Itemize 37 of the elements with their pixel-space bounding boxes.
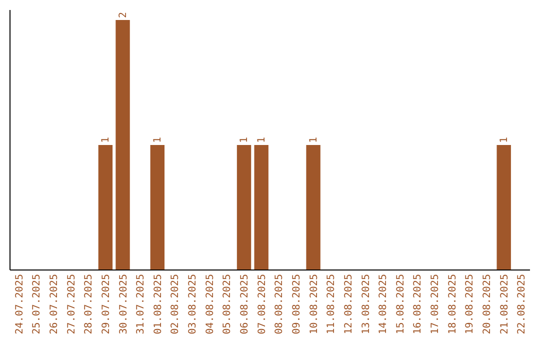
x-tick-label: 12.08.2025 (343, 274, 354, 334)
x-tick-label: 29.07.2025 (100, 274, 112, 334)
data-label: 1 (239, 136, 250, 143)
data-label: 2 (118, 12, 129, 18)
x-tick-label: 01.08.2025 (152, 274, 164, 334)
x-tick-label: 14.08.2025 (378, 274, 390, 334)
x-tick-label: 26.07.2025 (48, 274, 60, 334)
x-tick-label: 10.08.2025 (308, 274, 320, 334)
x-tick-label: 25.07.2025 (32, 274, 43, 334)
data-label: 1 (256, 136, 268, 143)
data-label: 1 (498, 136, 510, 143)
x-tick-label: 06.08.2025 (240, 274, 251, 334)
x-tick-label: 19.08.2025 (464, 274, 476, 334)
x-tick-label: 04.08.2025 (204, 274, 216, 334)
x-tick-label: 03.08.2025 (188, 274, 199, 334)
x-tick-label: 09.08.2025 (291, 274, 302, 334)
data-label: 1 (308, 136, 320, 143)
x-tick-label: 15.08.2025 (395, 274, 406, 334)
x-tick-label: 27.07.2025 (66, 274, 78, 334)
x-tick-label: 20.08.2025 (482, 274, 494, 334)
x-tick-label: 30.07.2025 (118, 274, 130, 334)
x-tick-label: 31.07.2025 (136, 274, 147, 334)
x-tick-label: 02.08.2025 (170, 274, 182, 334)
x-tick-label: 05.08.2025 (222, 274, 234, 334)
x-tick-label: 11.08.2025 (326, 274, 338, 334)
x-tick-label: 28.07.2025 (84, 274, 95, 334)
x-tick-label: 17.08.2025 (430, 274, 442, 334)
x-tick-label: 08.08.2025 (274, 274, 286, 334)
x-tick-label: 18.08.2025 (447, 274, 458, 334)
x-tick-label: 16.08.2025 (412, 274, 424, 334)
data-label: 1 (100, 136, 112, 143)
x-tick-label: 24.07.2025 (14, 274, 26, 334)
x-tick-label: 07.08.2025 (256, 274, 268, 334)
x-tick-label: 13.08.2025 (360, 274, 372, 334)
x-tick-label: 21.08.2025 (499, 274, 510, 334)
data-label: 1 (152, 136, 164, 143)
x-tick-label: 22.08.2025 (516, 274, 528, 334)
